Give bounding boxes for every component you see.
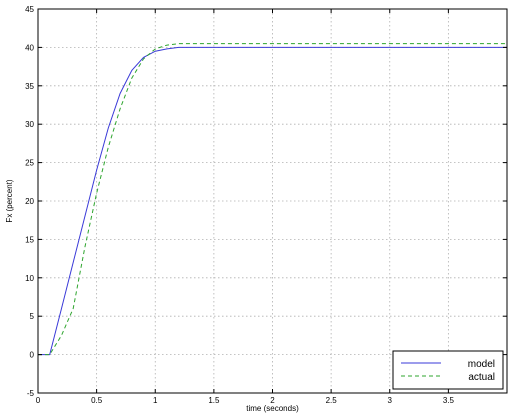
y-tick-label: 10 — [25, 274, 34, 283]
y-tick-label: -5 — [27, 389, 35, 398]
legend: model actual — [392, 350, 504, 390]
y-tick-label: 0 — [30, 351, 35, 360]
y-tick-label: 5 — [30, 312, 35, 321]
legend-box — [392, 350, 504, 390]
series-lines — [38, 43, 507, 356]
legend-label-model: model — [468, 359, 495, 370]
y-axis-ticks: -5 0 5 10 15 20 25 30 35 40 45 — [25, 5, 507, 398]
legend-label-actual: actual — [468, 372, 495, 383]
x-tick-label: 1.5 — [208, 396, 220, 405]
y-tick-label: 20 — [25, 197, 34, 206]
x-tick-label: 3 — [388, 396, 393, 405]
y-tick-label: 40 — [25, 43, 34, 52]
x-axis-ticks: 0 0.5 1 1.5 2 2.5 3 3.5 — [36, 9, 455, 405]
x-tick-label: 2 — [270, 396, 275, 405]
x-axis-title: time (seconds) — [246, 404, 299, 413]
y-tick-label: 15 — [25, 235, 34, 244]
y-tick-label: 45 — [25, 5, 34, 14]
x-tick-label: 2.5 — [326, 396, 338, 405]
x-tick-label: 3.5 — [443, 396, 455, 405]
series-line-actual — [38, 43, 507, 356]
y-axis-title: Fx (percent) — [5, 179, 14, 222]
x-tick-label: 0.5 — [91, 396, 103, 405]
x-tick-label: 1 — [153, 396, 158, 405]
y-tick-label: 25 — [25, 159, 34, 168]
y-tick-label: 35 — [25, 82, 34, 91]
x-tick-label: 0 — [36, 396, 41, 405]
y-tick-label: 30 — [25, 120, 34, 129]
grid — [38, 9, 507, 393]
